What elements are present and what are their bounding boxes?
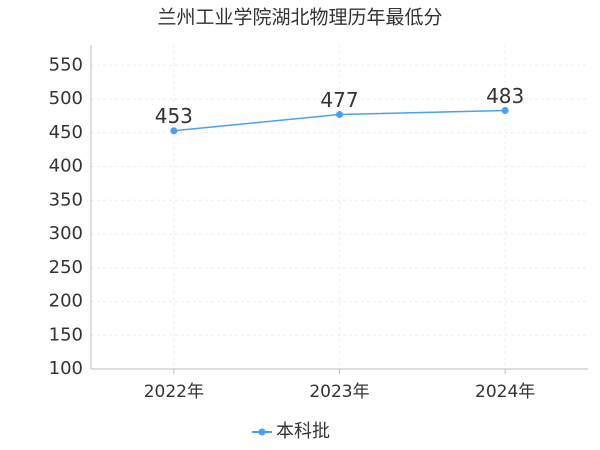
y-tick-label: 550 (49, 54, 83, 75)
point (170, 127, 178, 135)
y-tick-label: 300 (49, 223, 83, 244)
x-tick-label: 2024年 (475, 382, 535, 402)
point (336, 111, 343, 119)
legend-label: 本科批 (276, 421, 330, 442)
y-tick-label: 450 (49, 122, 83, 143)
legend-marker (258, 428, 266, 436)
data-label: 453 (155, 104, 193, 128)
y-tick-label: 400 (49, 156, 83, 177)
y-tick-label: 350 (49, 189, 83, 210)
chart-title: 兰州工业学院湖北物理历年最低分 (157, 7, 442, 29)
data-label: 477 (320, 88, 358, 112)
y-tick-label: 150 (49, 324, 83, 345)
point (501, 106, 509, 114)
x-tick-label: 2022年 (144, 382, 204, 402)
y-tick-label: 250 (49, 257, 83, 278)
data-label: 483 (486, 84, 524, 108)
y-tick-label: 500 (49, 88, 83, 109)
y-tick-label: 100 (49, 358, 83, 379)
x-tick-label: 2023年 (309, 382, 369, 402)
y-tick-label: 200 (49, 291, 83, 312)
